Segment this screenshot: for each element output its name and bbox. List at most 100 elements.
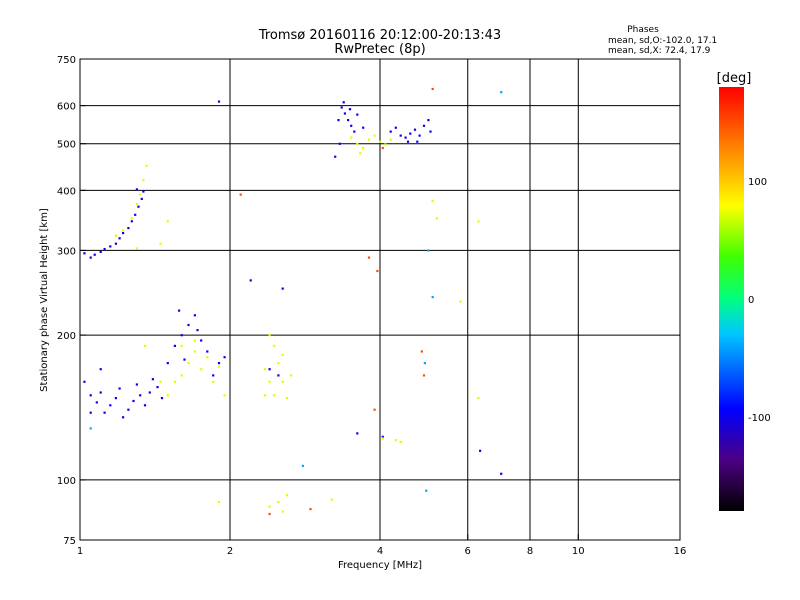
echo-point — [134, 213, 137, 216]
echo-point — [103, 248, 106, 251]
echo-point — [384, 143, 387, 146]
echo-point — [180, 374, 183, 377]
echo-point — [114, 234, 117, 237]
echo-point — [135, 383, 138, 386]
echo-point — [268, 512, 271, 516]
echo-point — [394, 439, 397, 442]
x-tick-label: 10 — [572, 546, 585, 557]
y-tick-label: 200 — [57, 331, 76, 342]
echo-point — [122, 416, 125, 419]
y-tick-label: 75 — [63, 536, 76, 547]
echo-point — [362, 146, 365, 150]
echo-point — [122, 229, 125, 232]
echo-point — [356, 113, 359, 116]
echo-point — [239, 193, 242, 196]
echo-point — [217, 365, 221, 368]
echo-point — [340, 106, 343, 109]
echo-point — [281, 510, 284, 513]
echo-point — [109, 245, 112, 248]
echo-point — [500, 91, 503, 94]
y-tick-label: 100 — [57, 476, 76, 487]
points-layer — [83, 87, 503, 516]
colorbar: [deg] 100 0 -100 — [717, 71, 771, 511]
echo-point — [135, 247, 138, 250]
stats-x-mode: mean, sd,X: 72.4, 17.9 — [608, 46, 711, 56]
echo-point — [89, 427, 92, 430]
echo-point — [289, 374, 293, 377]
echo-point — [277, 500, 280, 504]
x-tick-label: 6 — [465, 546, 471, 557]
x-ticks: 1 2 4 6 8 10 16 — [77, 534, 686, 557]
echo-point — [114, 242, 117, 245]
y-axis-label: Stationary phase Virtual Height [km] — [39, 208, 50, 392]
echo-point — [173, 380, 176, 383]
echo-point — [223, 394, 226, 397]
echo-point — [200, 339, 203, 342]
chart-subtitle: RwPretec (8p) — [334, 42, 425, 57]
echo-point — [166, 220, 169, 223]
echo-point — [156, 386, 159, 389]
echo-point — [356, 142, 359, 145]
echo-point — [394, 126, 397, 129]
echo-point — [130, 220, 133, 223]
echo-point — [143, 404, 147, 407]
echo-point — [425, 489, 428, 492]
echo-point — [159, 380, 162, 383]
echo-point — [142, 179, 145, 182]
echo-point — [406, 140, 410, 143]
y-tick-label: 300 — [57, 246, 76, 257]
echo-point — [379, 140, 382, 143]
echo-point — [200, 368, 203, 371]
y-ticks: 75 100 200 300 400 500 600 750 — [57, 55, 86, 547]
echo-point — [431, 200, 434, 203]
echo-point — [135, 202, 138, 205]
echo-point — [301, 464, 304, 467]
echo-point — [285, 494, 288, 497]
echo-point — [249, 279, 252, 282]
echo-point — [347, 119, 350, 122]
echo-point — [350, 124, 353, 127]
echo-point — [142, 190, 145, 193]
echo-point — [268, 368, 271, 371]
y-tick-label: 400 — [57, 186, 76, 197]
echo-point — [145, 164, 148, 167]
echo-point — [373, 134, 376, 137]
echo-point — [263, 394, 267, 397]
echo-point — [193, 314, 196, 317]
echo-point — [223, 356, 226, 359]
echo-point — [166, 362, 169, 365]
y-tick-label: 600 — [57, 102, 76, 113]
echo-point — [217, 100, 221, 103]
echo-point — [416, 140, 419, 143]
echo-point — [272, 394, 276, 397]
colorbar-gradient — [719, 87, 744, 511]
echo-point — [427, 249, 430, 252]
echo-point — [109, 404, 112, 407]
echo-point — [196, 329, 199, 332]
echo-point — [500, 472, 503, 475]
echo-point — [160, 397, 164, 400]
y-tick-label: 500 — [57, 140, 76, 151]
echo-point — [479, 449, 482, 452]
echo-point — [389, 130, 392, 133]
echo-point — [187, 323, 190, 327]
echo-point — [277, 374, 280, 377]
echo-point — [206, 350, 209, 353]
echo-point — [429, 130, 432, 133]
echo-point — [362, 126, 365, 129]
x-tick-label: 1 — [77, 546, 83, 557]
echo-point — [143, 344, 147, 347]
echo-point — [359, 152, 362, 155]
plot-area: 1 2 4 6 8 10 16 75 100 200 300 400 500 600 750 — [57, 55, 686, 557]
echo-point — [99, 368, 102, 371]
echo-point — [118, 387, 121, 390]
echo-point — [135, 188, 138, 191]
echo-point — [477, 397, 480, 400]
echo-point — [263, 368, 267, 371]
echo-point — [99, 391, 102, 394]
echo-point — [89, 394, 92, 397]
echo-point — [118, 237, 121, 240]
echo-point — [217, 500, 221, 504]
echo-point — [268, 505, 271, 508]
echo-point — [413, 128, 417, 131]
